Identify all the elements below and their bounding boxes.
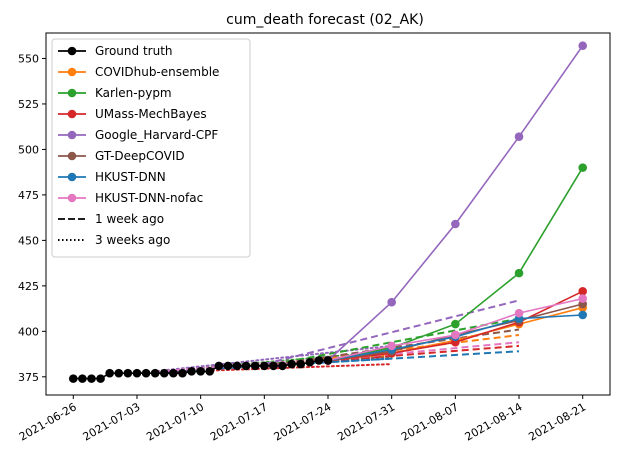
ground-truth-point (223, 361, 233, 371)
x-tick-label: 2021-08-14 (463, 400, 525, 443)
legend-label: Google_Harvard-CPF (95, 128, 218, 142)
legend-label: Karlen-pypm (95, 86, 172, 100)
ground-truth-point (78, 374, 87, 383)
ground-truth-point (68, 374, 78, 383)
x-tick-label: 2021-07-31 (335, 400, 397, 443)
legend-marker (67, 172, 77, 182)
forecast-point (514, 132, 524, 141)
ground-truth-point (159, 368, 169, 378)
legend-label: GT-DeepCOVID (95, 149, 185, 163)
legend-marker (67, 130, 77, 140)
forecast-point (578, 294, 588, 303)
ground-truth-point (305, 357, 315, 367)
legend: Ground truth COVIDhub-ensemble Karlen-pypm… (51, 38, 251, 258)
y-tick-label: 525 (18, 98, 39, 111)
forecast-point (451, 219, 460, 229)
legend-marker (67, 46, 77, 56)
chart-title: cum_death forecast (02_AK) (226, 12, 424, 28)
x-tick-label: 2021-06-26 (17, 400, 79, 443)
ground-truth-point (287, 359, 296, 369)
y-tick-label: 400 (18, 325, 39, 338)
ground-truth-point (87, 374, 96, 383)
legend-label: UMass-MechBayes (95, 107, 207, 121)
ground-truth-point (269, 361, 278, 371)
ground-truth-point (169, 368, 178, 378)
ground-truth-point (205, 367, 215, 376)
y-tick-label: 475 (18, 189, 39, 202)
one-week-ago-line (264, 317, 520, 367)
ground-truth-point (250, 361, 260, 371)
ground-truth-point (105, 368, 114, 378)
legend-marker (67, 109, 77, 119)
ground-truth-point (260, 361, 269, 371)
forecast-point (514, 308, 524, 318)
ground-truth-point (278, 361, 287, 371)
x-tick-label: 2021-08-21 (526, 400, 588, 443)
y-tick-label: 375 (18, 371, 39, 384)
legend-label: COVIDhub-ensemble (95, 65, 219, 79)
forecast-point (578, 163, 588, 172)
one-week-ago-line (264, 334, 520, 367)
y-tick-label: 500 (18, 143, 39, 156)
y-tick-label: 550 (18, 52, 39, 65)
legend-box (51, 38, 251, 258)
legend-label: HKUST-DNN-nofac (95, 191, 203, 205)
x-tick-label: 2021-07-24 (272, 400, 334, 443)
legend-label: Ground truth (95, 44, 173, 58)
ground-truth-point (323, 356, 333, 365)
ground-truth-point (96, 374, 105, 383)
forecast-point (578, 310, 588, 320)
ground-truth-point (232, 361, 242, 371)
forecast-point (387, 341, 396, 351)
legend-marker (67, 67, 77, 77)
legend-label: 3 weeks ago (95, 233, 170, 247)
legend-marker (67, 151, 77, 161)
forecast-point (387, 297, 396, 307)
ground-truth-point (132, 368, 142, 378)
ground-truth-point (196, 367, 205, 376)
legend-marker (67, 88, 77, 98)
x-tick-label: 2021-07-03 (81, 400, 143, 443)
one-week-ago-line (264, 350, 520, 367)
ground-truth-point (150, 368, 160, 378)
ground-truth-point (296, 359, 306, 369)
ground-truth-point (241, 361, 251, 371)
y-tick-label: 425 (18, 280, 39, 293)
y-tick-label: 450 (18, 234, 39, 247)
ground-truth-point (214, 361, 224, 371)
forecast-point (451, 319, 460, 329)
ground-truth-point (314, 356, 324, 365)
forecast-point (451, 330, 460, 340)
forecast-point (578, 41, 588, 51)
legend-label: 1 week ago (95, 212, 164, 226)
ground-truth-point (114, 368, 124, 378)
x-tick-label: 2021-08-07 (399, 400, 461, 443)
three-weeks-ago-line (136, 344, 393, 375)
ground-truth-point (187, 367, 196, 376)
legend-label: HKUST-DNN (95, 170, 166, 184)
ground-truth-point (123, 368, 133, 378)
forecast-point (578, 287, 588, 296)
x-tick-label: 2021-07-17 (208, 400, 270, 443)
ground-truth-point (178, 368, 187, 378)
x-tick-label: 2021-07-10 (144, 400, 206, 443)
legend-marker (67, 193, 77, 203)
forecast-point (514, 268, 524, 278)
ground-truth-point (141, 368, 151, 378)
